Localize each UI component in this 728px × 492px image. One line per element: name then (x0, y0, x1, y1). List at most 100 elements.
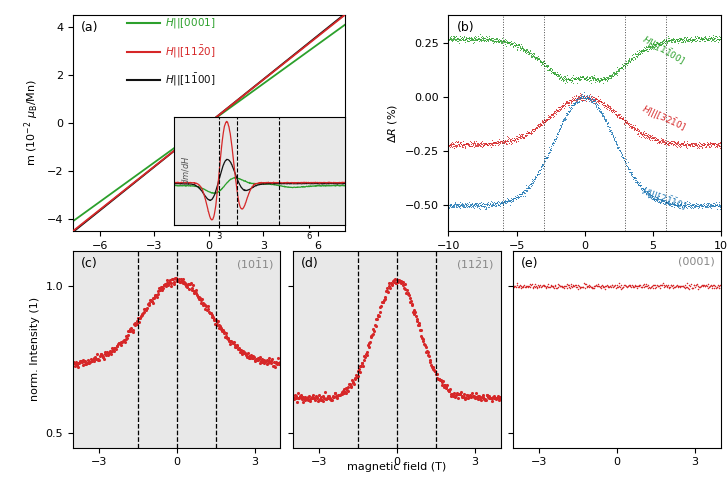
Point (493, 198, 505, 206)
Point (695, 139, 706, 147)
Point (611, 113, 622, 121)
Point (707, 35, 719, 43)
Point (557, 117, 569, 125)
Point (599, 282, 611, 290)
Point (657, 196, 669, 204)
Point (644, 190, 656, 198)
Point (673, 34, 684, 42)
Point (699, 32, 711, 40)
Point (583, 94, 595, 102)
Point (656, 135, 668, 143)
Point (547, 139, 558, 147)
Point (505, 198, 517, 206)
Point (635, 46, 646, 54)
Point (653, 39, 665, 47)
Point (496, 199, 508, 207)
Point (665, 35, 676, 43)
Point (577, 93, 589, 101)
Point (472, 35, 484, 43)
Point (553, 70, 564, 78)
Point (464, 33, 476, 41)
Point (626, 124, 638, 132)
Point (306, 394, 317, 401)
Point (456, 199, 468, 207)
Point (699, 202, 711, 210)
Point (515, 40, 527, 48)
Point (269, 363, 281, 371)
Point (480, 203, 491, 211)
Point (530, 123, 542, 131)
Point (692, 36, 703, 44)
Point (678, 33, 690, 41)
Point (260, 358, 272, 366)
Point (666, 199, 678, 207)
Point (684, 201, 695, 209)
Point (454, 198, 465, 206)
Point (462, 141, 473, 149)
Point (676, 139, 688, 147)
Point (110, 344, 122, 352)
Point (633, 48, 645, 56)
Point (532, 55, 544, 63)
Point (687, 35, 698, 43)
Point (644, 130, 655, 138)
Point (666, 139, 678, 147)
Point (454, 32, 466, 40)
Point (518, 134, 529, 142)
Point (633, 50, 644, 58)
Point (694, 203, 705, 211)
Point (221, 329, 232, 337)
Point (529, 280, 541, 288)
Point (483, 140, 495, 148)
Point (713, 201, 725, 209)
Point (424, 356, 436, 364)
Point (711, 140, 722, 148)
Point (673, 36, 685, 44)
Point (609, 133, 621, 141)
Point (645, 191, 657, 199)
Point (480, 37, 491, 45)
Point (235, 346, 247, 354)
Point (545, 145, 556, 153)
Point (261, 360, 273, 368)
Point (626, 123, 638, 131)
Point (637, 128, 649, 136)
Point (521, 49, 532, 57)
Point (529, 175, 541, 183)
Point (577, 92, 588, 100)
Point (708, 139, 719, 147)
Point (459, 200, 470, 208)
Point (617, 64, 628, 72)
Point (470, 140, 481, 148)
Point (646, 134, 658, 142)
Point (713, 202, 724, 210)
Point (594, 77, 606, 85)
Point (643, 135, 654, 143)
Point (553, 72, 564, 80)
Point (444, 200, 456, 208)
Point (497, 37, 509, 45)
Point (700, 142, 712, 150)
Point (617, 154, 628, 161)
Point (590, 95, 601, 103)
Point (446, 390, 458, 398)
Point (556, 282, 568, 290)
Point (609, 69, 621, 77)
Point (70, 360, 82, 368)
Point (288, 395, 300, 402)
Point (702, 199, 713, 207)
Point (523, 128, 534, 136)
Point (443, 34, 455, 42)
Point (610, 107, 622, 115)
Point (449, 142, 461, 150)
Point (578, 74, 590, 82)
Point (610, 70, 622, 78)
Point (644, 191, 656, 199)
Point (331, 392, 342, 400)
Point (443, 201, 455, 209)
Point (577, 283, 588, 291)
Point (628, 53, 639, 61)
Point (325, 396, 337, 403)
Point (560, 99, 571, 107)
Point (601, 120, 612, 128)
